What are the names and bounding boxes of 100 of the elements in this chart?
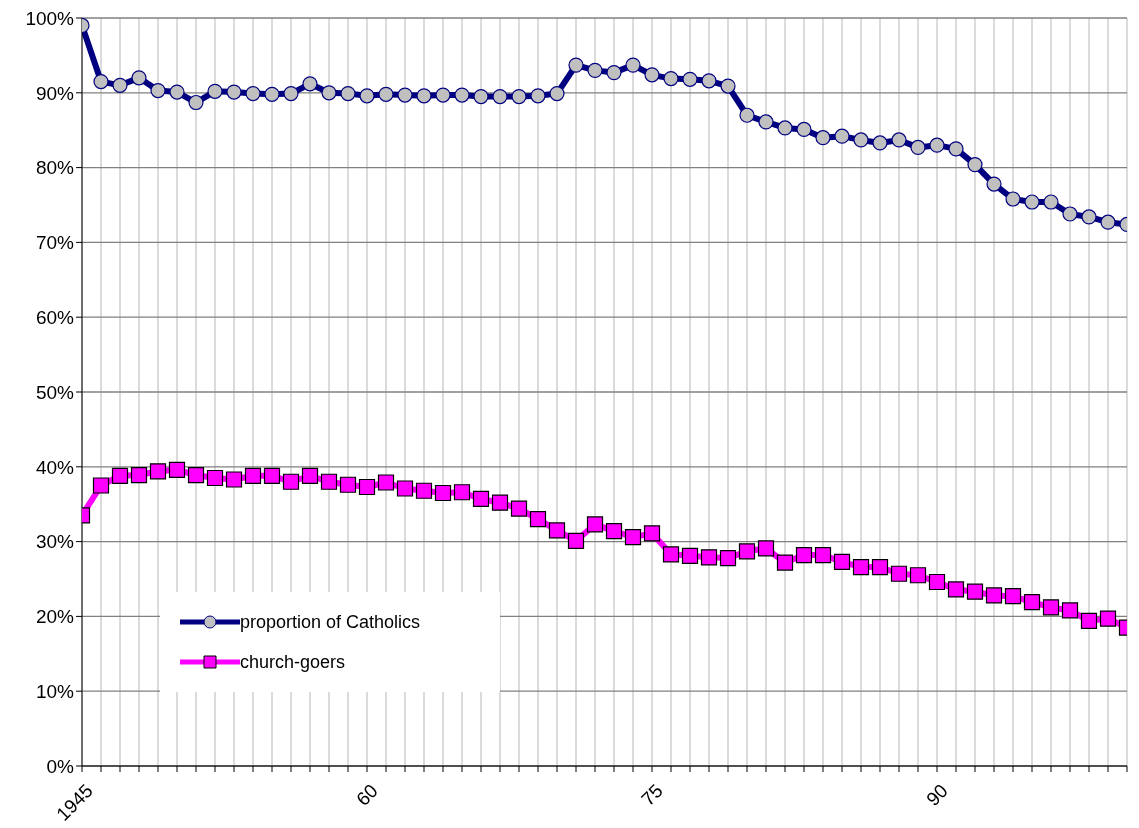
point	[1004, 588, 1022, 605]
point	[682, 71, 698, 87]
point	[168, 461, 186, 478]
point	[511, 88, 527, 105]
point	[1099, 610, 1117, 627]
point	[207, 83, 223, 99]
point	[92, 477, 110, 494]
point	[93, 73, 109, 90]
point	[777, 120, 793, 136]
point	[530, 88, 546, 104]
point	[283, 85, 299, 102]
x-tick-label: 75	[637, 780, 667, 810]
point	[567, 532, 585, 549]
point	[833, 553, 851, 570]
point	[985, 587, 1003, 604]
point	[1005, 191, 1021, 207]
point	[852, 558, 870, 576]
point	[549, 85, 565, 102]
y-tick-label: 90%	[35, 82, 75, 104]
x-tick-label: 90	[922, 780, 952, 810]
y-tick-label: 60%	[35, 306, 75, 328]
point	[377, 474, 395, 491]
point	[910, 139, 926, 155]
point	[340, 85, 356, 102]
y-tick-label: 40%	[35, 456, 75, 478]
point	[966, 583, 984, 600]
point	[454, 87, 470, 103]
point	[1100, 214, 1116, 230]
point	[1023, 594, 1041, 611]
point	[339, 476, 357, 493]
point	[701, 73, 717, 89]
point	[397, 87, 413, 103]
point	[872, 135, 888, 151]
y-tick-label: 0%	[46, 755, 75, 777]
point	[206, 469, 224, 487]
point	[738, 543, 756, 560]
point	[700, 549, 718, 566]
point	[130, 466, 148, 484]
point	[548, 522, 566, 539]
point	[814, 546, 832, 564]
point	[415, 482, 433, 499]
point	[587, 62, 603, 78]
point	[1062, 206, 1078, 222]
point	[644, 67, 660, 83]
y-tick-label: 70%	[35, 232, 75, 254]
point	[796, 121, 812, 138]
point	[758, 114, 774, 130]
point	[378, 86, 394, 102]
y-tick-label: 30%	[35, 531, 75, 553]
y-tick-label: 50%	[35, 381, 75, 403]
point	[282, 473, 300, 490]
point	[225, 471, 243, 488]
point	[1061, 602, 1079, 619]
point	[1042, 599, 1060, 616]
point	[1080, 612, 1098, 629]
point	[643, 525, 661, 542]
point	[776, 554, 794, 571]
point	[1043, 194, 1059, 210]
point	[226, 84, 242, 100]
legend-label: proportion of Catholics	[240, 611, 421, 633]
x-tick-label: 60	[352, 780, 382, 810]
point	[947, 581, 965, 598]
point	[112, 77, 128, 93]
point	[625, 57, 641, 73]
point	[510, 500, 528, 517]
point	[244, 467, 262, 484]
point	[301, 467, 319, 484]
point	[492, 88, 508, 105]
point	[739, 107, 755, 123]
point	[928, 573, 946, 591]
point	[681, 547, 699, 564]
point	[871, 558, 889, 576]
point	[1024, 194, 1040, 210]
point	[302, 76, 318, 92]
point	[359, 88, 375, 104]
point	[586, 516, 604, 533]
point	[663, 70, 679, 87]
point	[472, 490, 490, 508]
point	[719, 549, 737, 567]
point	[169, 84, 185, 100]
point	[720, 78, 736, 94]
point	[1081, 209, 1097, 225]
point	[948, 141, 964, 157]
point	[624, 529, 642, 546]
point	[150, 82, 166, 99]
point	[491, 494, 509, 511]
point	[890, 565, 908, 582]
point	[473, 88, 489, 105]
point	[815, 130, 831, 146]
point	[358, 478, 376, 496]
point	[396, 480, 414, 497]
point	[929, 137, 945, 153]
point	[435, 87, 451, 103]
point	[986, 176, 1002, 192]
point	[416, 88, 432, 104]
point	[111, 467, 129, 484]
point	[568, 57, 584, 73]
point	[264, 86, 280, 102]
point	[263, 467, 281, 484]
point	[662, 546, 680, 563]
